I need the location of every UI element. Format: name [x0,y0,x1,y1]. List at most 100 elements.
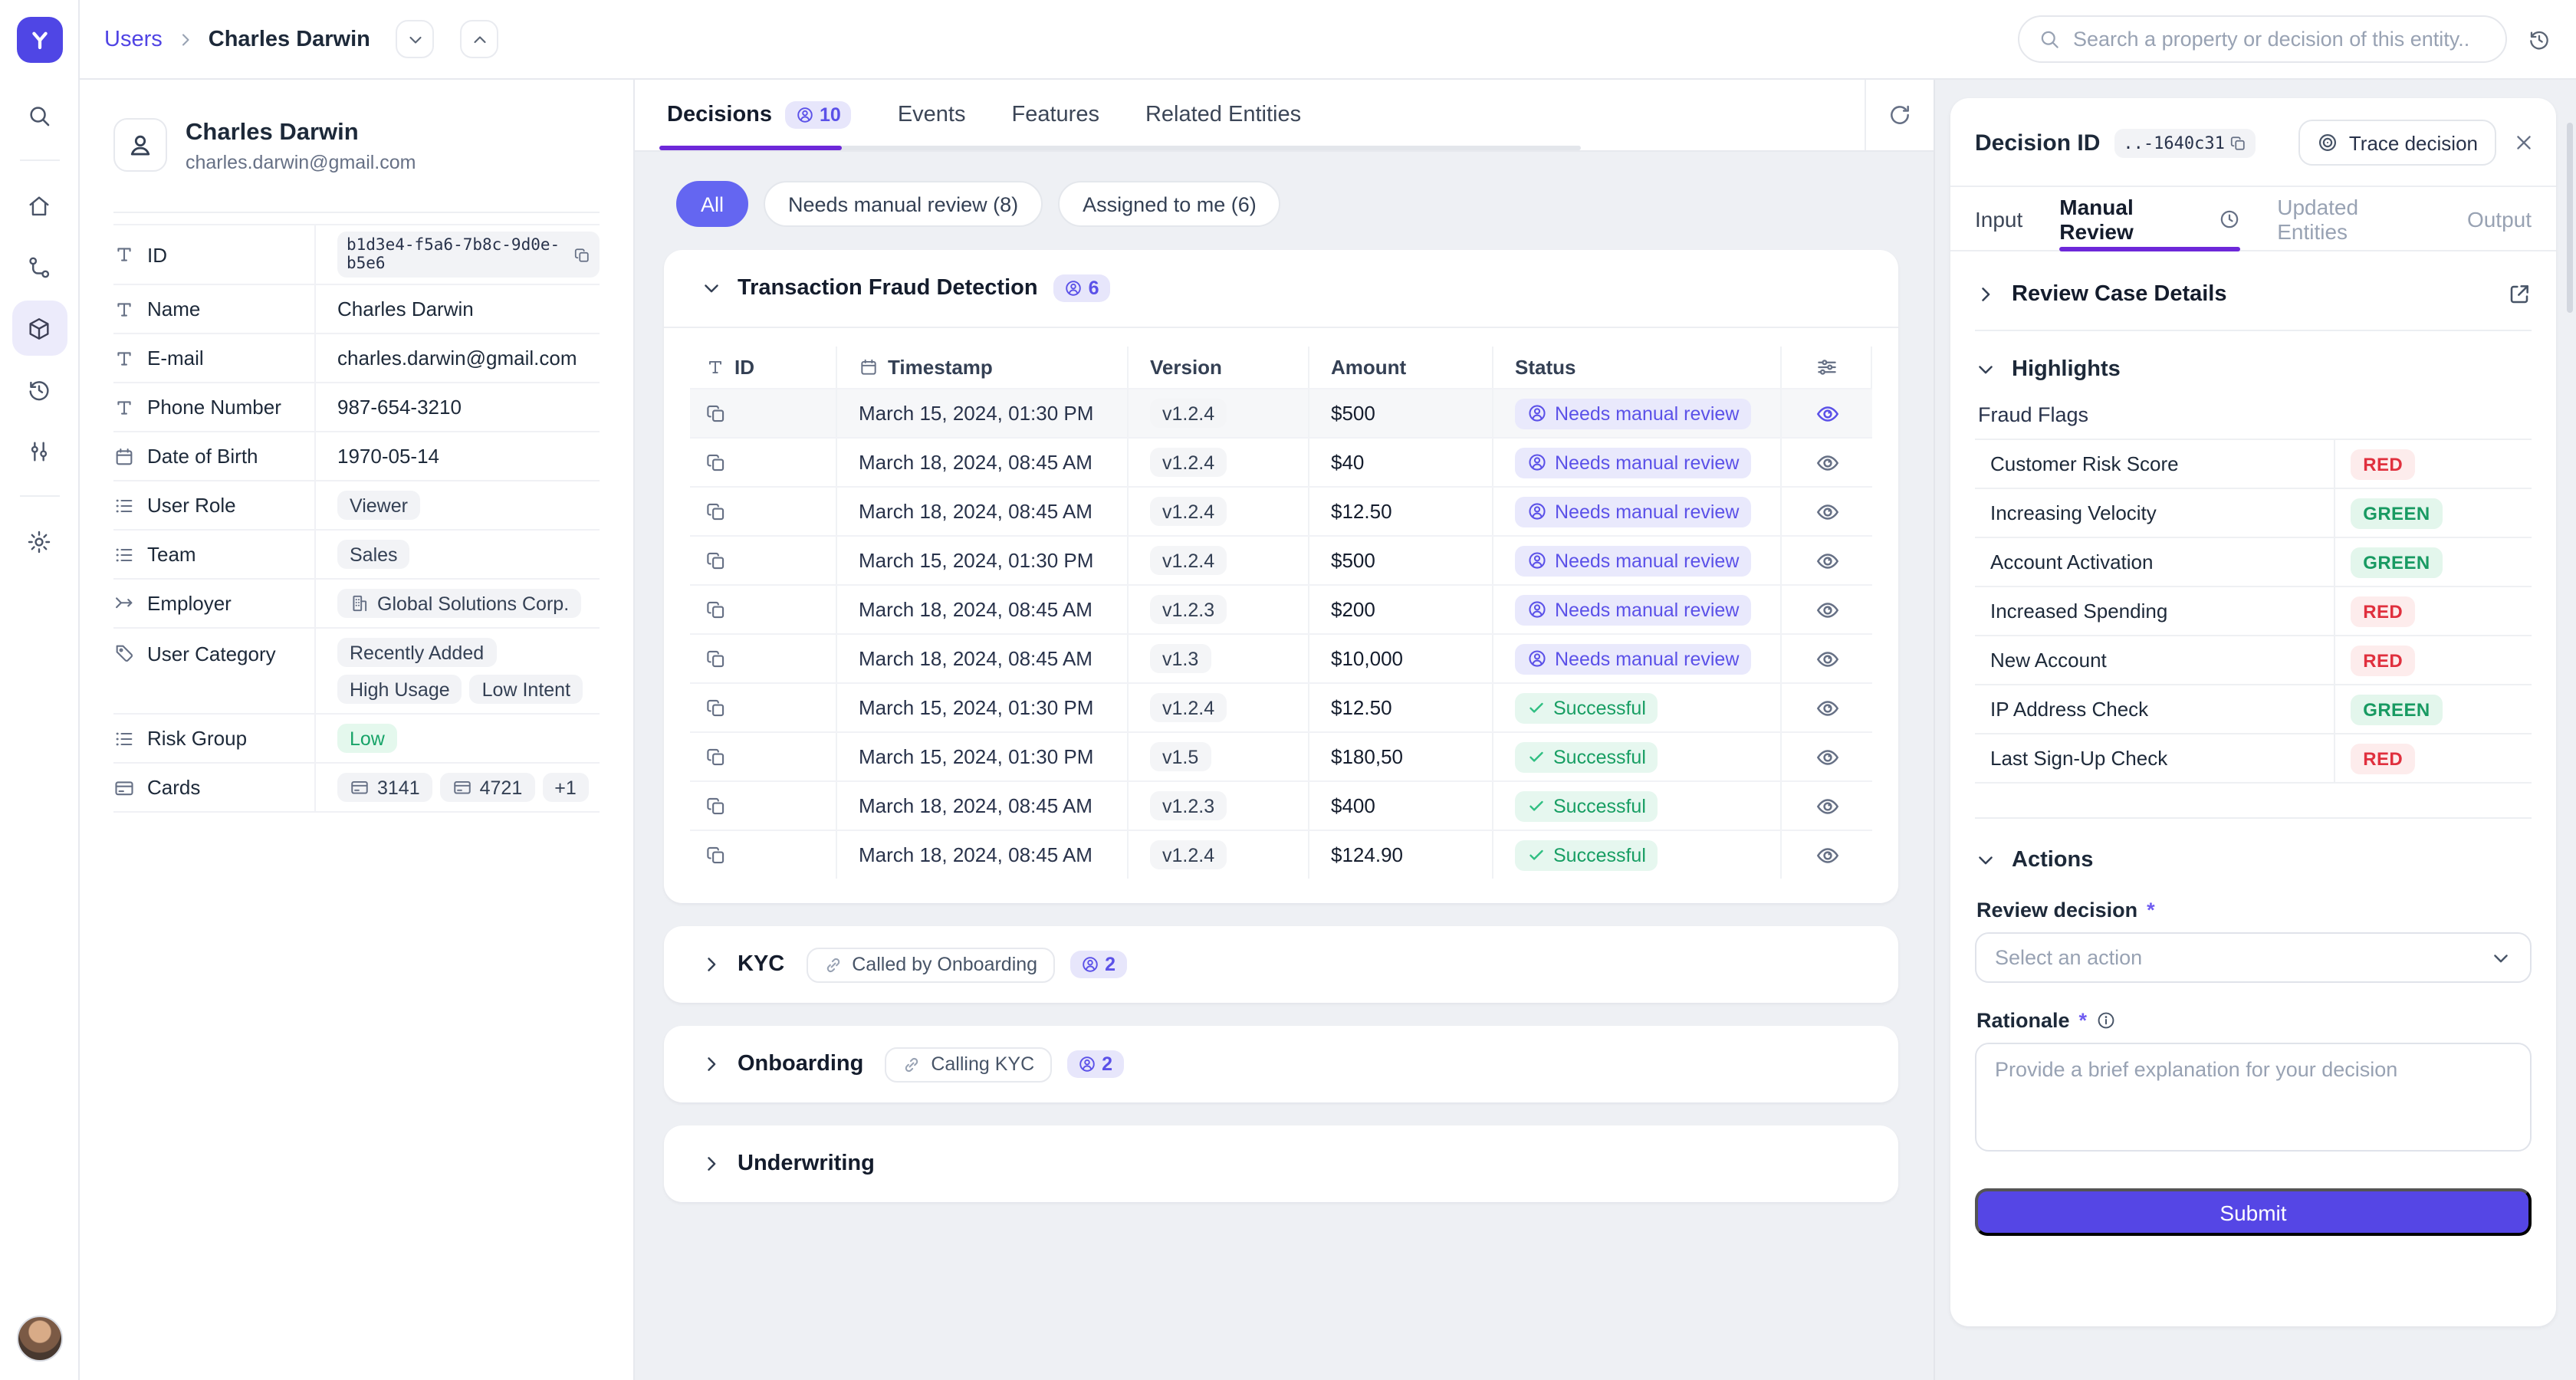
copy-id-button[interactable] [705,550,726,571]
table-row[interactable]: March 18, 2024, 08:45 AM v1.3 $10,000 Ne… [690,633,1872,682]
flag-row: New Account RED [1975,636,2532,685]
rail-home-button[interactable] [12,178,67,233]
trace-decision-button[interactable]: Trace decision [2298,120,2496,166]
copy-id-button[interactable] [705,747,726,767]
section-header[interactable]: Transaction Fraud Detection 6 [664,250,1898,327]
user-circle-icon [1064,279,1083,297]
rail-controls-button[interactable] [12,423,67,478]
actions-row[interactable]: Actions [1975,848,2532,872]
user-circle-icon [1527,600,1547,619]
entity-tabs-bar: Decisions 10 Events Features Related Ent… [635,80,1934,152]
tab-decisions[interactable]: Decisions 10 [667,101,852,129]
rail-divider [19,159,59,161]
section-header[interactable]: KYC Called by Onboarding 2 [664,926,1898,1003]
table-row[interactable]: March 15, 2024, 01:30 PM v1.5 $180,50 Su… [690,731,1872,780]
view-decision-button[interactable] [1815,450,1839,475]
copy-id-button[interactable] [705,501,726,522]
search-history-button[interactable] [2527,27,2551,51]
merge-arrow-icon [113,593,135,614]
table-row[interactable]: March 18, 2024, 08:45 AM v1.2.4 $124.90 … [690,830,1872,879]
eye-icon [1815,401,1839,426]
breadcrumb-users-link[interactable]: Users [104,27,163,51]
close-panel-button[interactable] [2513,132,2535,153]
submit-button[interactable]: Submit [1975,1188,2532,1236]
review-case-details-row[interactable]: Review Case Details [1975,258,2532,331]
table-row[interactable]: March 15, 2024, 01:30 PM v1.2.4 $12.50 S… [690,682,1872,731]
version-chip: v1.2.4 [1150,693,1227,722]
employer-chip[interactable]: Global Solutions Corp. [337,589,582,618]
tab-manual-review[interactable]: Manual Review [2059,187,2241,251]
icon-rail [0,0,80,1380]
open-external-button[interactable] [2507,282,2532,307]
status-badge: Needs manual review [1515,643,1752,674]
breadcrumb-current: Charles Darwin [208,27,370,51]
history-icon [26,376,52,402]
user-avatar[interactable] [16,1316,62,1362]
user-circle-icon [1527,501,1547,521]
topbar: Users Charles Darwin Search a property o… [80,0,2576,80]
card-chip[interactable]: 3141 [337,773,432,802]
filter-all[interactable]: All [676,181,749,227]
copy-icon[interactable] [573,246,590,263]
copy-id-button[interactable] [705,403,726,424]
rail-search-button[interactable] [12,87,67,143]
tab-input[interactable]: Input [1975,206,2023,231]
view-decision-button[interactable] [1815,794,1839,818]
tab-output[interactable]: Output [2466,206,2532,231]
copy-id-button[interactable] [705,649,726,669]
refresh-button[interactable] [1865,80,1934,150]
rail-flows-button[interactable] [12,239,67,294]
flag-row: Customer Risk Score RED [1975,440,2532,489]
view-decision-button[interactable] [1815,499,1839,524]
panel-scrollbar[interactable] [2567,123,2573,313]
id-value-chip[interactable]: b1d3e4-f5a6-7b8c-9d0e-b5e6 [337,232,600,278]
filter-assigned-to-me[interactable]: Assigned to me (6) [1058,181,1281,227]
view-decision-button[interactable] [1815,843,1839,867]
sliders-icon [26,438,52,464]
copy-id-button[interactable] [705,845,726,866]
rail-entities-button[interactable] [12,301,67,356]
entity-search-input[interactable]: Search a property or decision of this en… [2018,15,2507,63]
table-row[interactable]: March 18, 2024, 08:45 AM v1.2.3 $200 Nee… [690,584,1872,633]
column-settings-button[interactable] [1815,356,1838,379]
prev-entity-button[interactable] [396,20,435,58]
decision-id-chip[interactable]: ..-1640c31 [2114,128,2256,157]
copy-id-button[interactable] [705,600,726,620]
info-icon[interactable] [2096,1010,2116,1030]
copy-id-button[interactable] [705,698,726,718]
table-row[interactable]: March 15, 2024, 01:30 PM v1.2.4 $500 Nee… [690,535,1872,584]
tab-events[interactable]: Events [897,103,966,127]
cards-overflow-chip[interactable]: +1 [542,773,589,802]
view-decision-button[interactable] [1815,695,1839,720]
tab-updated-entities[interactable]: Updated Entities [2277,194,2359,243]
version-chip: v1.2.3 [1150,595,1227,624]
table-row[interactable]: March 18, 2024, 08:45 AM v1.2.4 $40 Need… [690,437,1872,486]
rail-settings-button[interactable] [12,514,67,569]
eye-icon [1815,744,1839,769]
next-entity-button[interactable] [460,20,499,58]
rationale-textarea[interactable]: Provide a brief explanation for your dec… [1975,1043,2532,1152]
filter-needs-manual-review[interactable]: Needs manual review (8) [764,181,1043,227]
tab-features[interactable]: Features [1011,103,1099,127]
table-row[interactable]: March 15, 2024, 01:30 PM v1.2.4 $500 Nee… [690,388,1872,437]
card-chip[interactable]: 4721 [439,773,535,802]
review-decision-select[interactable]: Select an action [1975,932,2532,983]
close-icon [2513,132,2535,153]
tab-related-entities[interactable]: Related Entities [1145,103,1302,127]
copy-id-button[interactable] [705,796,726,816]
copy-icon[interactable] [2229,134,2246,151]
section-header[interactable]: Underwriting [664,1125,1898,1202]
brand-logo[interactable] [16,17,62,63]
view-decision-button[interactable] [1815,744,1839,769]
copy-id-button[interactable] [705,452,726,473]
section-header[interactable]: Onboarding Calling KYC 2 [664,1026,1898,1102]
view-decision-button[interactable] [1815,597,1839,622]
highlights-row[interactable]: Highlights [1975,357,2532,382]
table-row[interactable]: March 18, 2024, 08:45 AM v1.2.3 $400 Suc… [690,780,1872,830]
view-decision-button[interactable] [1815,646,1839,671]
rail-history-button[interactable] [12,362,67,417]
table-row[interactable]: March 18, 2024, 08:45 AM v1.2.4 $12.50 N… [690,486,1872,535]
tabs-scrollbar[interactable] [659,146,1581,150]
view-decision-button[interactable] [1815,401,1839,426]
view-decision-button[interactable] [1815,548,1839,573]
